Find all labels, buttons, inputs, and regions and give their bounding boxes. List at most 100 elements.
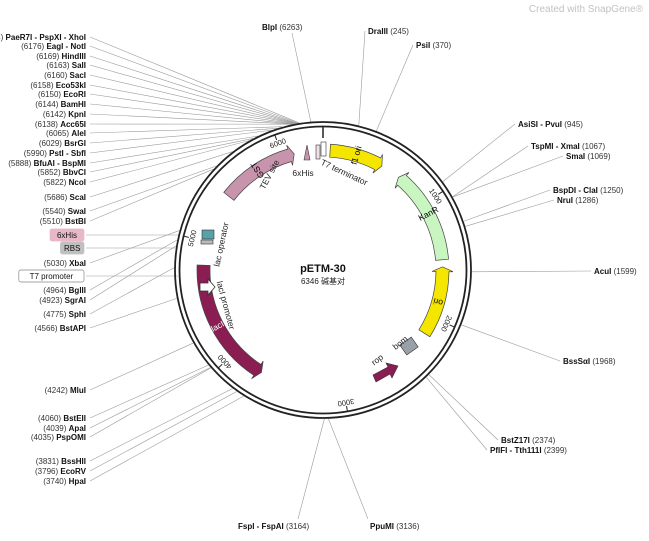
site-ncoi: (5822) NcoI [43, 178, 86, 187]
site-label: (6138) Acc65I [35, 120, 86, 129]
site-leader [358, 30, 366, 126]
site-label: (4964) BglII [43, 286, 86, 295]
site-leader [471, 270, 592, 273]
site-bglii: (4964) BglII [43, 286, 86, 295]
site-label: (5888) BfuAI - BspMI [8, 159, 86, 168]
site-paer7i-pspxi-xhoi: (6184) PaeR7I - PspXI - XhoI [0, 33, 86, 42]
site-leader [461, 324, 561, 362]
site-leader [89, 64, 297, 124]
site-label: AsiSI - PvuI (945) [518, 120, 583, 129]
site-sali: (6163) SalI [46, 61, 86, 70]
site-label: (5030) XbaI [44, 259, 86, 268]
site-swai: (5540) SwaI [42, 207, 86, 216]
site-leader [89, 367, 211, 438]
site-label: (6169) HindIII [36, 52, 86, 61]
site-leader [89, 245, 177, 301]
site-bbvci: (5852) BbvCI [38, 168, 86, 177]
site-leader [89, 93, 295, 125]
bom-marker [399, 336, 419, 356]
tag-box [49, 228, 85, 242]
site-leader [297, 418, 325, 520]
site-label: (6150) EcoRI [38, 90, 86, 99]
laci-promoter-marker [199, 277, 216, 297]
site-pspomi: (4035) PspOMI [31, 433, 86, 442]
site-bsss-i: BssSαI (1968) [563, 357, 616, 366]
tick-2000 [449, 324, 455, 328]
site-hpai: (3740) HpaI [43, 477, 86, 486]
site-bstapi: (4566) BstAPI [34, 324, 86, 333]
site-label: (6160) SacI [44, 71, 86, 80]
site-eco53ki: (6158) Eco53kI [30, 81, 86, 90]
site-leader [426, 377, 488, 451]
site-bsshii: (3831) BssHII [36, 457, 86, 466]
backbone [174, 121, 472, 419]
site-leader [89, 45, 299, 124]
site-eagi-noti: (6176) EagI - NotI [21, 42, 86, 51]
site-label: AcuI (1599) [594, 267, 637, 276]
site-leader [89, 367, 211, 429]
site-leader [452, 145, 529, 197]
site-leader [89, 151, 233, 198]
site-bamhi: (6144) BamHI [35, 100, 86, 109]
tick-1000 [438, 191, 443, 195]
site-label: BssSαI (1968) [563, 357, 616, 366]
tag-text: 6xHis [57, 231, 77, 240]
site-leader [89, 113, 294, 125]
site-leader [452, 155, 564, 198]
tick-5000 [183, 235, 190, 238]
site-pflfi-tth111i: PflFI - Tth111I (2399) [490, 446, 567, 455]
tick-3000 [346, 405, 348, 411]
site-alei: (6065) AleI [46, 129, 86, 138]
site-label: BspDI - ClaI (1250) [553, 186, 624, 195]
tag-text: T7 promoter [30, 272, 74, 281]
label-rop: rop [369, 352, 385, 368]
site-label: (4566) BstAPI [34, 324, 86, 333]
feature-ori [418, 266, 454, 338]
site-label: TspMI - XmaI (1067) [531, 142, 605, 151]
site-nrui: NruI (1286) [557, 196, 599, 205]
restriction-sites: (6184) PaeR7I - PspXI - XhoI(6176) EagI … [0, 23, 637, 531]
backbone-outer-ring [174, 121, 472, 419]
site-leader [428, 374, 499, 441]
site-leader [291, 32, 312, 122]
tag-rbs: RBS [60, 241, 85, 255]
site-label: (6142) KpnI [43, 110, 86, 119]
site-apai: (4039) ApaI [43, 424, 86, 433]
site-sphi: (4775) SphI [43, 310, 86, 319]
site-label: (4039) ApaI [43, 424, 86, 433]
site-label: BlpI (6263) [262, 23, 303, 32]
tick-label-5000: 5000 [186, 229, 199, 247]
site-leader [89, 129, 272, 154]
site-leader [376, 44, 414, 132]
site-leader [89, 126, 283, 134]
tag-text: RBS [64, 244, 80, 253]
site-mlui: (4242) MluI [45, 386, 86, 395]
site-leader [89, 55, 298, 124]
site-label: (4242) MluI [45, 386, 86, 395]
site-xbai: (5030) XbaI [44, 259, 86, 268]
site-label: (6176) EagI - NotI [21, 42, 86, 51]
feature-f1-ori [329, 143, 383, 174]
site-sgrai: (4923) SgrAI [39, 296, 86, 305]
site-label: (5540) SwaI [42, 207, 86, 216]
6xhis-marker [315, 144, 321, 160]
site-blpi: BlpI (6263) [262, 23, 303, 32]
site-label: (3796) EcoRV [35, 467, 87, 476]
site-leader [89, 165, 217, 212]
site-leader [89, 103, 294, 125]
watermark-text: Created with SnapGene® [528, 4, 643, 15]
site-leader [89, 388, 233, 462]
site-bstbi: (5510) BstBI [40, 217, 86, 226]
lac-operator-marker [201, 229, 215, 240]
site-bsteii: (4060) BstEII [38, 414, 86, 423]
snapgene-watermark: Created with SnapGene® [529, 4, 643, 15]
site-fspi-fspai: FspI - FspAI (3164) [238, 522, 309, 531]
site-label: PsiI (370) [416, 41, 451, 50]
site-label: (6144) BamHI [35, 100, 86, 109]
cut-site-leaders [86, 30, 592, 520]
t7-terminator-marker [320, 141, 327, 157]
site-label: (3740) HpaI [43, 477, 86, 486]
site-tspmi-xmai: TspMI - XmaI (1067) [531, 142, 605, 151]
site-leader [89, 239, 178, 291]
site-hindiii: (6169) HindIII [36, 52, 86, 61]
